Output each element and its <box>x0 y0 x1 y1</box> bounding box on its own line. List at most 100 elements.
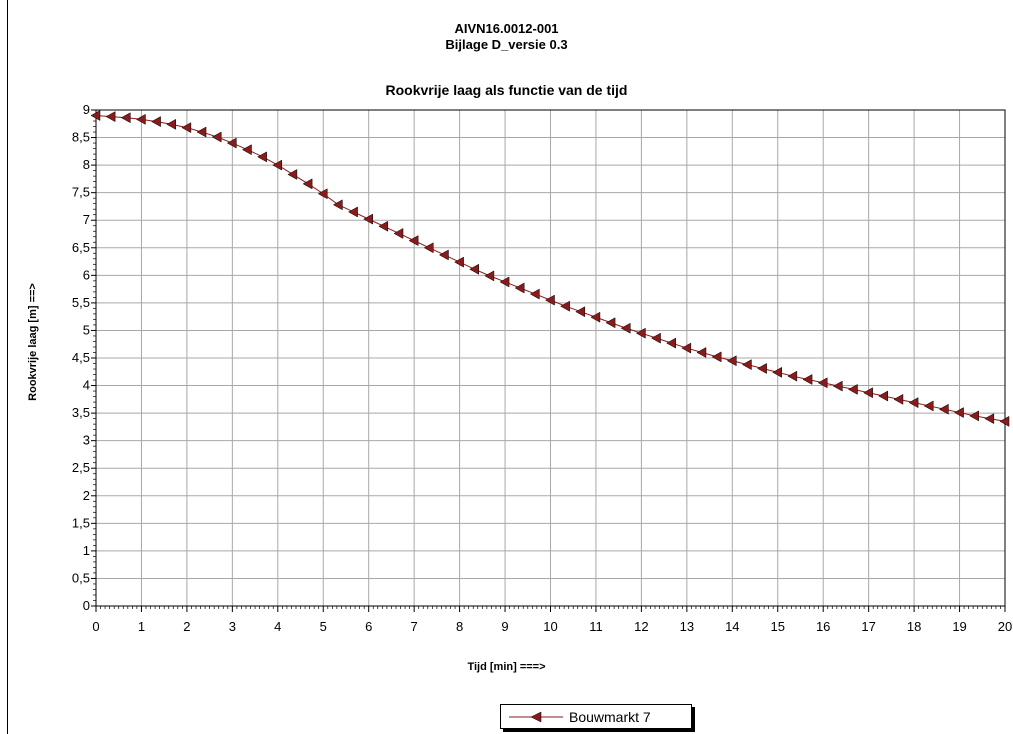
data-point-marker <box>484 270 495 282</box>
data-point-marker <box>726 355 737 367</box>
y-tick-label: 0,5 <box>72 570 90 585</box>
x-tick-label: 9 <box>501 619 508 634</box>
data-point-marker <box>651 332 661 344</box>
x-tick-label: 6 <box>365 619 372 634</box>
y-tick-label: 8,5 <box>72 130 90 145</box>
data-point-marker <box>378 220 389 232</box>
y-tick-label: 1,5 <box>72 515 90 530</box>
data-point-marker <box>499 276 510 288</box>
data-point-marker <box>544 294 555 306</box>
data-point-marker <box>817 377 828 389</box>
data-point-marker <box>151 116 161 127</box>
x-tick-label: 13 <box>680 619 694 634</box>
data-point-marker <box>393 228 404 239</box>
x-tick-label: 0 <box>92 619 99 634</box>
x-tick-label: 3 <box>229 619 236 634</box>
data-point-marker <box>257 151 267 163</box>
frame-left-border <box>7 0 8 734</box>
data-point-marker <box>787 370 798 382</box>
data-point-marker <box>105 111 116 123</box>
data-point-marker <box>196 126 207 138</box>
x-tick-label: 5 <box>320 619 327 634</box>
y-tick-label: 5 <box>83 322 90 337</box>
data-point-marker <box>681 342 692 354</box>
data-point-marker <box>741 359 752 371</box>
x-tick-label: 8 <box>456 619 463 634</box>
y-tick-label: 2,5 <box>72 460 90 475</box>
legend-series-swatch <box>509 711 563 723</box>
data-point-marker <box>120 112 131 124</box>
data-point-marker <box>878 390 889 402</box>
data-point-marker <box>272 159 283 171</box>
y-tick-label: 9 <box>83 102 90 117</box>
data-point-marker <box>999 415 1010 427</box>
data-point-marker <box>469 263 479 275</box>
data-point-marker <box>984 413 995 425</box>
x-tick-label: 4 <box>274 619 281 634</box>
data-point-marker <box>166 118 177 130</box>
data-point-marker <box>635 327 646 339</box>
data-point-marker <box>241 144 252 156</box>
x-tick-label: 14 <box>725 619 739 634</box>
data-point-marker <box>969 410 979 422</box>
data-point-marker <box>696 347 707 358</box>
legend-label: Bouwmarkt 7 <box>569 709 651 725</box>
data-point-marker <box>211 131 222 143</box>
data-point-marker <box>802 374 813 385</box>
x-tick-label: 15 <box>771 619 785 634</box>
x-tick-label: 7 <box>411 619 418 634</box>
grid-lines <box>96 109 1006 606</box>
x-tick-label: 2 <box>183 619 190 634</box>
y-tick-label: 2 <box>83 488 90 503</box>
data-point-marker <box>923 400 934 412</box>
series-layer <box>90 110 1010 427</box>
data-point-marker <box>90 110 101 121</box>
y-tick-label: 8 <box>83 157 90 172</box>
y-tick-label: 6,5 <box>72 240 90 255</box>
data-point-marker <box>954 407 964 418</box>
data-point-marker <box>287 169 298 180</box>
data-point-marker <box>605 317 616 329</box>
data-point-marker <box>863 387 873 399</box>
y-tick-label: 5,5 <box>72 295 90 310</box>
document-code: AIVN16.0012-001 <box>454 21 559 36</box>
y-tick-label: 1 <box>83 543 90 558</box>
data-point-marker <box>332 199 343 211</box>
chart-title: Rookvrije laag als functie van de tijd <box>385 82 628 98</box>
data-point-marker <box>560 300 570 312</box>
data-point-marker <box>438 249 449 261</box>
y-tick-label: 4 <box>83 378 90 393</box>
data-point-marker <box>454 256 464 268</box>
y-tick-label: 3,5 <box>72 405 90 420</box>
y-tick-label: 6 <box>83 267 90 282</box>
data-point-marker <box>893 393 904 405</box>
data-point-marker <box>832 380 843 392</box>
legend: Bouwmarkt 7 <box>500 704 692 729</box>
data-point-marker <box>135 113 146 125</box>
y-tick-label: 7 <box>83 212 90 227</box>
y-tick-label: 3 <box>83 433 90 448</box>
data-point-marker <box>711 351 722 363</box>
data-point-marker <box>408 235 419 247</box>
data-point-marker <box>575 306 586 318</box>
axis-ticks: 0 1 2 3 4 5 6 7 8 9 10 11 12 13 14 15 16 17 18 19 2000,511,5… <box>72 102 1012 634</box>
data-point-marker <box>772 366 782 378</box>
data-point-marker <box>423 242 434 254</box>
data-point-marker <box>590 311 601 323</box>
data-point-marker <box>226 137 237 149</box>
y-tick-label: 4,5 <box>72 350 90 365</box>
data-point-marker <box>938 403 949 415</box>
data-point-marker <box>666 337 676 349</box>
document-version: Bijlage D_versie 0.3 <box>445 37 568 52</box>
data-point-marker <box>757 363 767 374</box>
data-point-marker <box>348 206 358 218</box>
x-tick-label: 11 <box>589 619 603 634</box>
data-point-marker <box>363 213 373 225</box>
data-point-marker <box>302 178 313 190</box>
data-point-marker <box>181 122 192 134</box>
x-tick-label: 18 <box>907 619 921 634</box>
data-point-marker <box>908 397 919 409</box>
x-tick-label: 20 <box>998 619 1012 634</box>
data-point-marker <box>848 383 858 395</box>
